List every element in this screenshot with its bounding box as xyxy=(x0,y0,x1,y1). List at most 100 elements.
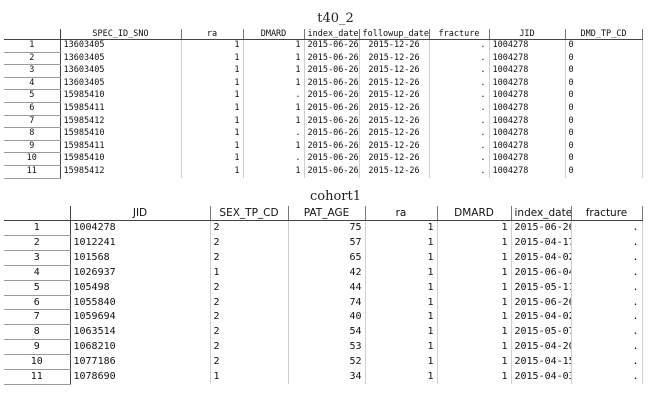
table-cell[interactable]: 0 xyxy=(565,115,643,128)
table-cell[interactable]: 0 xyxy=(565,127,643,141)
table-cell[interactable]: . xyxy=(429,102,490,116)
table-cell[interactable]: 0 xyxy=(565,52,643,65)
row-number-cell[interactable]: 7 xyxy=(4,309,71,326)
table-cell[interactable]: 1 xyxy=(437,295,512,310)
table-cell[interactable]: 1004278 xyxy=(489,102,566,116)
table-cell[interactable]: 1 xyxy=(365,220,438,236)
table-cell[interactable]: 1004278 xyxy=(489,52,566,65)
table-cell[interactable]: 1 xyxy=(181,39,244,53)
table-cell[interactable]: 1004278 xyxy=(489,77,566,90)
table-cell[interactable]: . xyxy=(571,354,643,370)
row-number-cell[interactable]: 10 xyxy=(4,354,71,371)
row-number-cell[interactable]: 5 xyxy=(4,89,61,103)
table-cell[interactable]: 1059694 xyxy=(70,309,211,325)
table-cell[interactable]: 1 xyxy=(437,309,512,325)
table-cell[interactable]: 1 xyxy=(437,250,512,266)
table-cell[interactable]: 1004278 xyxy=(489,115,566,128)
column-header-ra[interactable]: ra xyxy=(365,206,438,221)
table-cell[interactable]: 1 xyxy=(243,140,305,153)
table-cell[interactable]: 2 xyxy=(210,309,289,325)
table-cell[interactable]: 2015-04-17 xyxy=(511,235,572,251)
table-cell[interactable]: 1 xyxy=(365,235,438,251)
column-header-dmd-tp-cd[interactable]: DMD_TP_CD xyxy=(565,29,643,40)
table-cell[interactable]: . xyxy=(243,127,305,141)
table-cell[interactable]: 1 xyxy=(437,339,512,355)
table-cell[interactable]: 2 xyxy=(210,354,289,370)
table-cell[interactable]: 1 xyxy=(437,235,512,251)
table-cell[interactable]: 57 xyxy=(288,235,366,251)
table-cell[interactable]: . xyxy=(571,309,643,325)
table-cell[interactable]: 2015-12-26 xyxy=(359,39,430,53)
table-cell[interactable]: 13603405 xyxy=(60,64,182,78)
table-cell[interactable]: 2 xyxy=(210,220,289,236)
table-cell[interactable]: 2015-06-26 xyxy=(304,115,360,128)
table-cell[interactable]: 1 xyxy=(437,220,512,236)
table-cell[interactable]: 15985412 xyxy=(60,115,182,128)
table-cell[interactable]: 2 xyxy=(210,280,289,296)
column-header-index-date[interactable]: index_date xyxy=(304,29,360,40)
table-cell[interactable]: 0 xyxy=(565,64,643,78)
table-cell[interactable]: 2015-06-26 xyxy=(304,52,360,65)
table-cell[interactable]: 1004278 xyxy=(70,220,211,236)
row-number-cell[interactable]: 11 xyxy=(4,369,71,385)
column-header-jid[interactable]: JID xyxy=(489,29,566,40)
table-cell[interactable]: . xyxy=(429,77,490,90)
table-cell[interactable]: 1055840 xyxy=(70,295,211,310)
table-cell[interactable]: 0 xyxy=(565,77,643,90)
table-cell[interactable]: 1 xyxy=(365,280,438,296)
table-cell[interactable]: 1 xyxy=(243,115,305,128)
row-number-cell[interactable]: 3 xyxy=(4,250,71,266)
table-cell[interactable]: 44 xyxy=(288,280,366,296)
table-cell[interactable]: 1004278 xyxy=(489,39,566,53)
table-cell[interactable]: 101568 xyxy=(70,250,211,266)
row-number-cell[interactable]: 9 xyxy=(4,140,61,154)
table-cell[interactable]: 1026937 xyxy=(70,265,211,281)
row-number-cell[interactable]: 6 xyxy=(4,295,71,311)
table-cell[interactable]: 13603405 xyxy=(60,39,182,53)
table-cell[interactable]: 2 xyxy=(210,250,289,266)
table-cell[interactable]: 2 xyxy=(210,235,289,251)
table-cell[interactable]: 2 xyxy=(210,339,289,355)
table-cell[interactable]: 2015-05-11 xyxy=(511,280,572,296)
table-cell[interactable]: . xyxy=(571,295,643,310)
table-cell[interactable]: 54 xyxy=(288,324,366,340)
column-header-pat-age[interactable]: PAT_AGE xyxy=(288,206,366,221)
row-number-cell[interactable]: 1 xyxy=(4,39,61,53)
table-cell[interactable]: 1 xyxy=(181,64,244,78)
table-cell[interactable]: 1 xyxy=(243,102,305,116)
table-cell[interactable]: 1 xyxy=(181,102,244,116)
table-cell[interactable]: 1 xyxy=(243,39,305,53)
table-cell[interactable]: 40 xyxy=(288,309,366,325)
table-cell[interactable]: 1 xyxy=(181,165,244,179)
table-cell[interactable]: 2015-12-26 xyxy=(359,127,430,141)
table-cell[interactable]: 2015-12-26 xyxy=(359,102,430,116)
table-cell[interactable]: 2015-06-26 xyxy=(304,102,360,116)
table-cell[interactable]: 15985412 xyxy=(60,165,182,179)
table-cell[interactable]: 2015-06-26 xyxy=(511,295,572,310)
table-cell[interactable]: 52 xyxy=(288,354,366,370)
table-cell[interactable]: 0 xyxy=(565,152,643,166)
table-cell[interactable]: 15985411 xyxy=(60,102,182,116)
table-cell[interactable]: 1 xyxy=(365,339,438,355)
table-cell[interactable]: 1063514 xyxy=(70,324,211,340)
column-header-spec-id-sno[interactable]: SPEC_ID_SNO xyxy=(60,29,182,40)
table-cell[interactable]: 1 xyxy=(210,369,289,385)
table-cell[interactable]: 2015-06-04 xyxy=(511,265,572,281)
table-cell[interactable]: . xyxy=(571,235,643,251)
table-cell[interactable]: . xyxy=(571,265,643,281)
table-cell[interactable]: 42 xyxy=(288,265,366,281)
table-cell[interactable]: 2015-12-26 xyxy=(359,140,430,153)
column-header-jid[interactable]: JID xyxy=(70,206,211,221)
table-cell[interactable]: 2 xyxy=(210,295,289,310)
column-header-index-date[interactable]: index_date xyxy=(511,206,572,221)
table-cell[interactable]: . xyxy=(429,52,490,65)
table-cell[interactable]: 15985411 xyxy=(60,140,182,153)
column-header-followup-date[interactable]: followup_date xyxy=(359,29,430,40)
column-header-ra[interactable]: ra xyxy=(181,29,244,40)
table-cell[interactable]: 1004278 xyxy=(489,64,566,78)
table-cell[interactable]: 1 xyxy=(365,354,438,370)
table-cell[interactable]: 53 xyxy=(288,339,366,355)
table-cell[interactable]: 1 xyxy=(437,354,512,370)
table-cell[interactable]: . xyxy=(429,64,490,78)
table-cell[interactable]: 1 xyxy=(365,324,438,340)
